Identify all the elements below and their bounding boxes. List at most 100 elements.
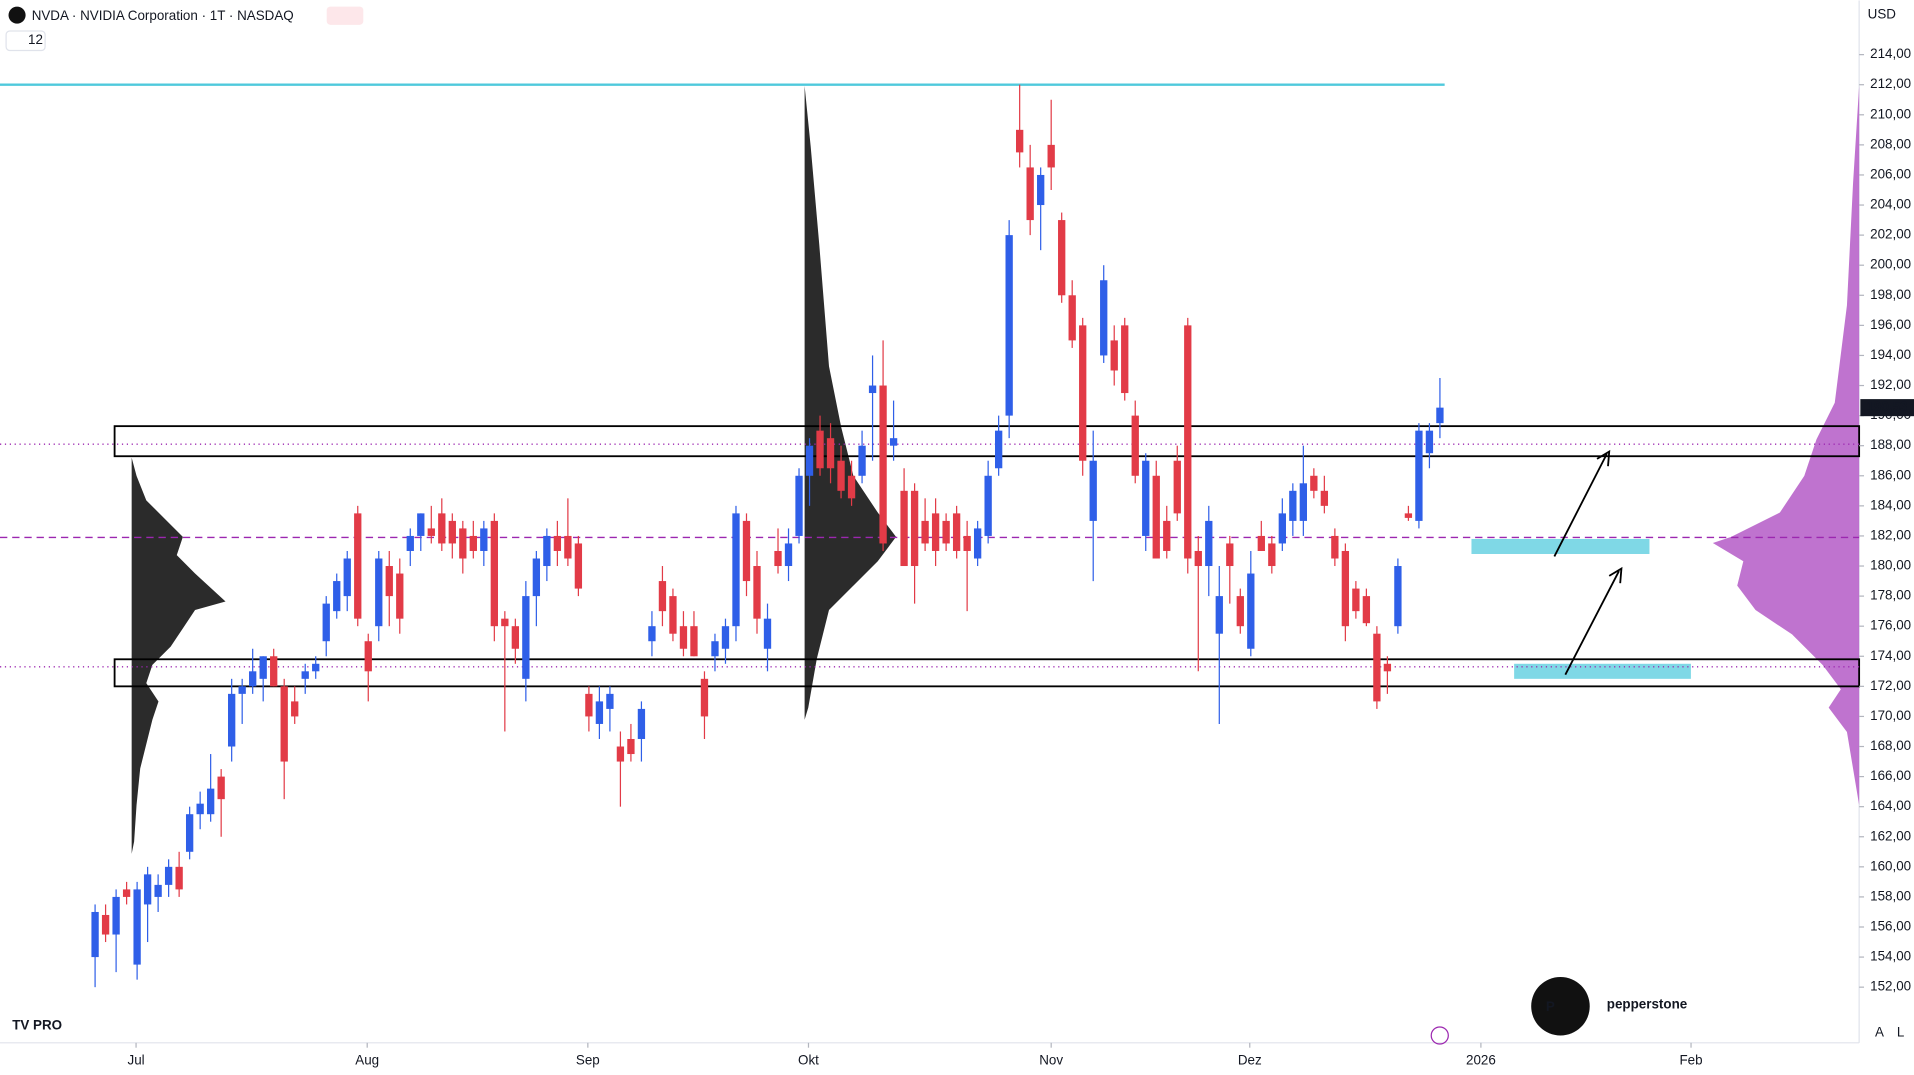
candle-body — [343, 558, 351, 597]
candle-body — [637, 708, 646, 739]
brand-logo — [1531, 976, 1590, 1036]
x-tick-label: Dez — [1238, 1053, 1262, 1068]
x-tick-label: Feb — [1679, 1053, 1702, 1068]
candle-body — [427, 528, 435, 536]
y-tick-label: 164,00 — [1870, 798, 1911, 813]
candle-body — [217, 776, 225, 800]
candle-body — [868, 385, 877, 394]
symbol-title[interactable]: NVDA · NVIDIA Corporation · 1T · NASDAQ — [32, 8, 294, 23]
y-tick-label: 154,00 — [1870, 949, 1911, 964]
candle-body — [249, 671, 257, 687]
candle-body — [333, 581, 341, 612]
candle-body — [1331, 535, 1339, 559]
candle-body — [889, 438, 898, 446]
x-tick-label: 2026 — [1466, 1053, 1496, 1068]
candle-body — [354, 513, 362, 619]
candle-body — [143, 874, 152, 905]
candle-body — [879, 385, 887, 544]
candle-body — [133, 889, 141, 965]
candle-body — [1373, 633, 1381, 702]
y-tick-label: 194,00 — [1870, 347, 1911, 362]
interval-box[interactable] — [5, 30, 46, 52]
candle-body — [1383, 663, 1392, 672]
candle-body — [658, 581, 667, 612]
indicator-badge[interactable] — [326, 6, 364, 25]
candle-body — [312, 663, 320, 672]
candle-body — [511, 626, 520, 649]
candle-body — [438, 513, 446, 544]
candle-body — [837, 460, 845, 491]
candle-body — [606, 693, 614, 709]
candle-body — [501, 618, 509, 627]
y-tick-label: 214,00 — [1870, 46, 1911, 61]
scale-button[interactable]: L — [1897, 1025, 1905, 1040]
y-tick-label: 180,00 — [1870, 558, 1911, 573]
y-tick-label: 174,00 — [1870, 648, 1911, 663]
candle-body — [1289, 490, 1297, 521]
interval-badge[interactable]: 12 — [28, 32, 43, 47]
y-tick-label: 172,00 — [1870, 678, 1911, 693]
candle-body — [154, 884, 162, 897]
candle-body — [206, 788, 215, 815]
candle-body — [301, 671, 309, 679]
candle-body — [1152, 475, 1160, 559]
candle-body — [721, 626, 730, 649]
candle-body — [1184, 325, 1192, 559]
candle-body — [1299, 483, 1307, 521]
y-tick-label: 200,00 — [1870, 257, 1911, 272]
candle-body — [669, 596, 677, 634]
candle-body — [1047, 144, 1055, 168]
candle-body — [291, 701, 299, 717]
candle-body — [795, 475, 803, 536]
arrow — [1553, 453, 1608, 557]
y-tick-label: 158,00 — [1870, 888, 1911, 903]
y-tick-label: 184,00 — [1870, 497, 1911, 512]
y-tick-label: 166,00 — [1870, 768, 1911, 783]
candle-body — [1110, 340, 1118, 371]
candle-body — [1205, 520, 1213, 567]
tv-logo: TV PRO — [12, 1017, 62, 1032]
candle-body — [1131, 415, 1139, 476]
candle-body — [585, 693, 593, 717]
candle-body — [396, 573, 404, 619]
candle-body — [1320, 490, 1329, 506]
y-tick-label: 210,00 — [1870, 106, 1911, 121]
candle-body — [270, 656, 278, 687]
candle-body — [963, 535, 971, 551]
candle-body — [164, 866, 173, 885]
y-tick-label: 198,00 — [1870, 287, 1911, 302]
y-tick-label: 160,00 — [1870, 858, 1911, 873]
candle-body — [973, 528, 982, 559]
candle-body — [1215, 596, 1223, 634]
y-tick-label: 170,00 — [1870, 708, 1911, 723]
candle-body — [1268, 543, 1276, 567]
y-tick-label: 162,00 — [1870, 828, 1911, 843]
candle-body — [784, 543, 793, 567]
candle-body — [1352, 588, 1360, 612]
candle-body — [364, 641, 372, 672]
candle-body — [711, 641, 719, 657]
candle-body — [805, 445, 814, 476]
candle-body — [185, 814, 194, 852]
zone — [113, 425, 1861, 458]
last-price-box — [1860, 399, 1914, 417]
candle-body — [1100, 280, 1108, 356]
candle-body — [122, 889, 131, 897]
candle-body — [595, 701, 604, 724]
replay-icon[interactable] — [1430, 1026, 1449, 1045]
arrow-head — [1608, 566, 1623, 584]
candle-body — [910, 490, 919, 567]
scale-button[interactable]: A — [1875, 1025, 1884, 1040]
y-tick-label: 176,00 — [1870, 618, 1911, 633]
candle-body — [1058, 220, 1066, 296]
y-tick-label: 186,00 — [1870, 467, 1911, 482]
currency[interactable]: USD — [1868, 7, 1897, 22]
candle-body — [931, 513, 940, 551]
candle-body — [1194, 550, 1202, 567]
brand-logo-mark: P — [1546, 999, 1555, 1014]
y-tick-label: 202,00 — [1870, 227, 1911, 242]
candle-body — [101, 914, 110, 935]
y-tick-label: 208,00 — [1870, 136, 1911, 151]
y-tick-label: 188,00 — [1870, 437, 1911, 452]
